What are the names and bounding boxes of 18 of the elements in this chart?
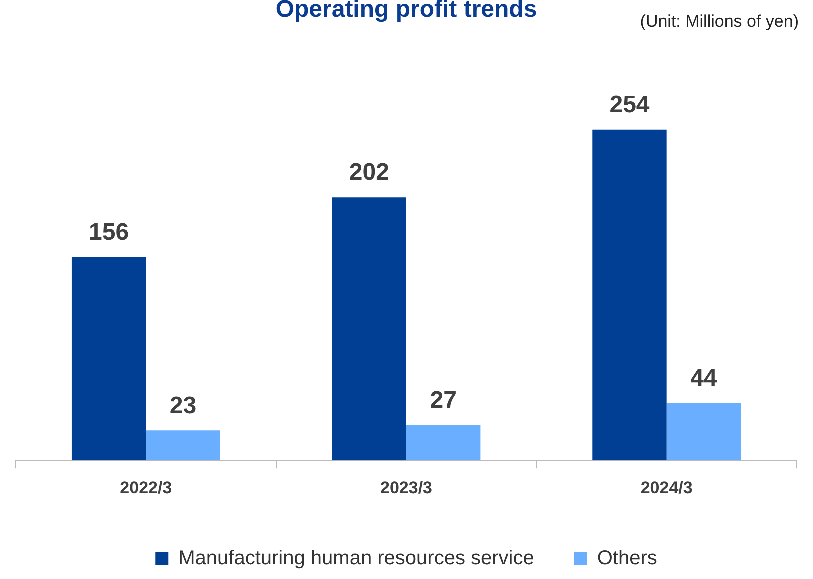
data-label: 23 (170, 392, 197, 420)
data-label: 254 (610, 92, 650, 119)
bar (332, 198, 406, 461)
x-tick-label: 2023/3 (380, 478, 432, 498)
bar (666, 403, 742, 461)
legend-label: Others (597, 548, 658, 570)
x-tick-label: 2022/3 (120, 478, 172, 498)
data-label: 156 (89, 219, 130, 246)
text: (Unit: Millions of yen) (640, 12, 799, 32)
legend-label: Manufacturing human resources service (178, 548, 534, 570)
bar (592, 130, 667, 461)
data-label: 27 (430, 387, 457, 414)
bar (146, 430, 220, 461)
x-tick-label: 2024/3 (640, 478, 693, 498)
data-label: 44 (690, 364, 718, 392)
data-label: 202 (349, 159, 390, 186)
bar (72, 257, 146, 461)
bar (406, 425, 481, 461)
